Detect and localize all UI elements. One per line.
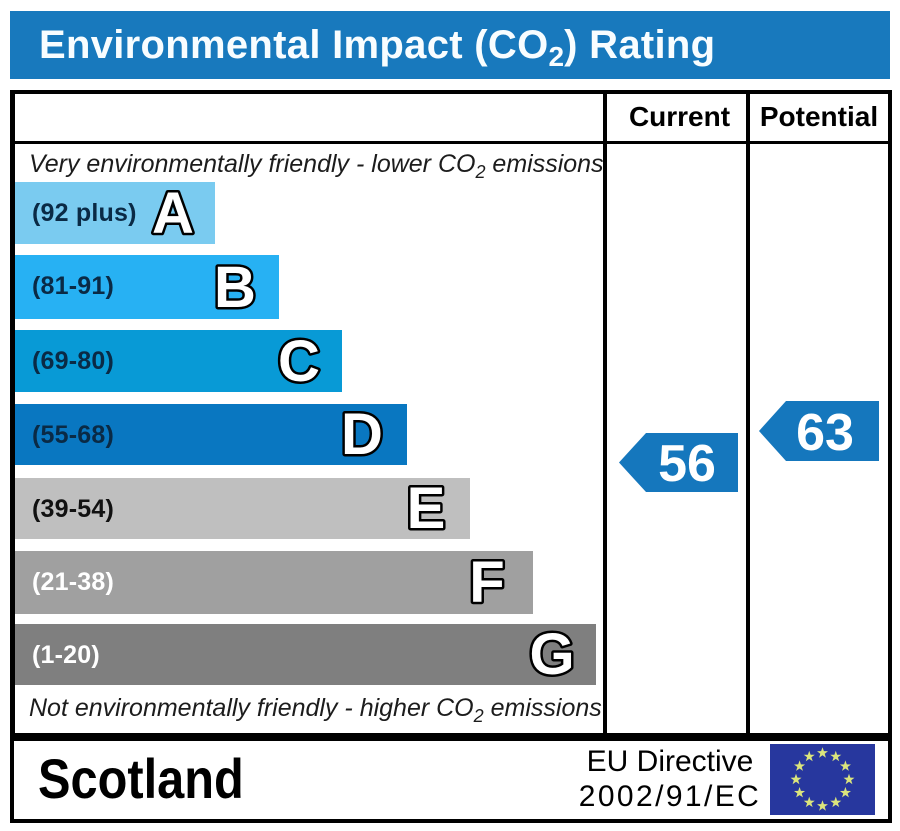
svg-text:A: A <box>152 181 194 246</box>
svg-text:E: E <box>407 476 446 541</box>
svg-text:D: D <box>341 402 383 467</box>
svg-text:C: C <box>278 329 320 394</box>
svg-text:B: B <box>214 255 256 320</box>
svg-text:F: F <box>469 550 504 615</box>
svg-text:56: 56 <box>658 435 716 492</box>
svg-text:G: G <box>529 622 574 687</box>
svg-text:63: 63 <box>796 404 854 461</box>
